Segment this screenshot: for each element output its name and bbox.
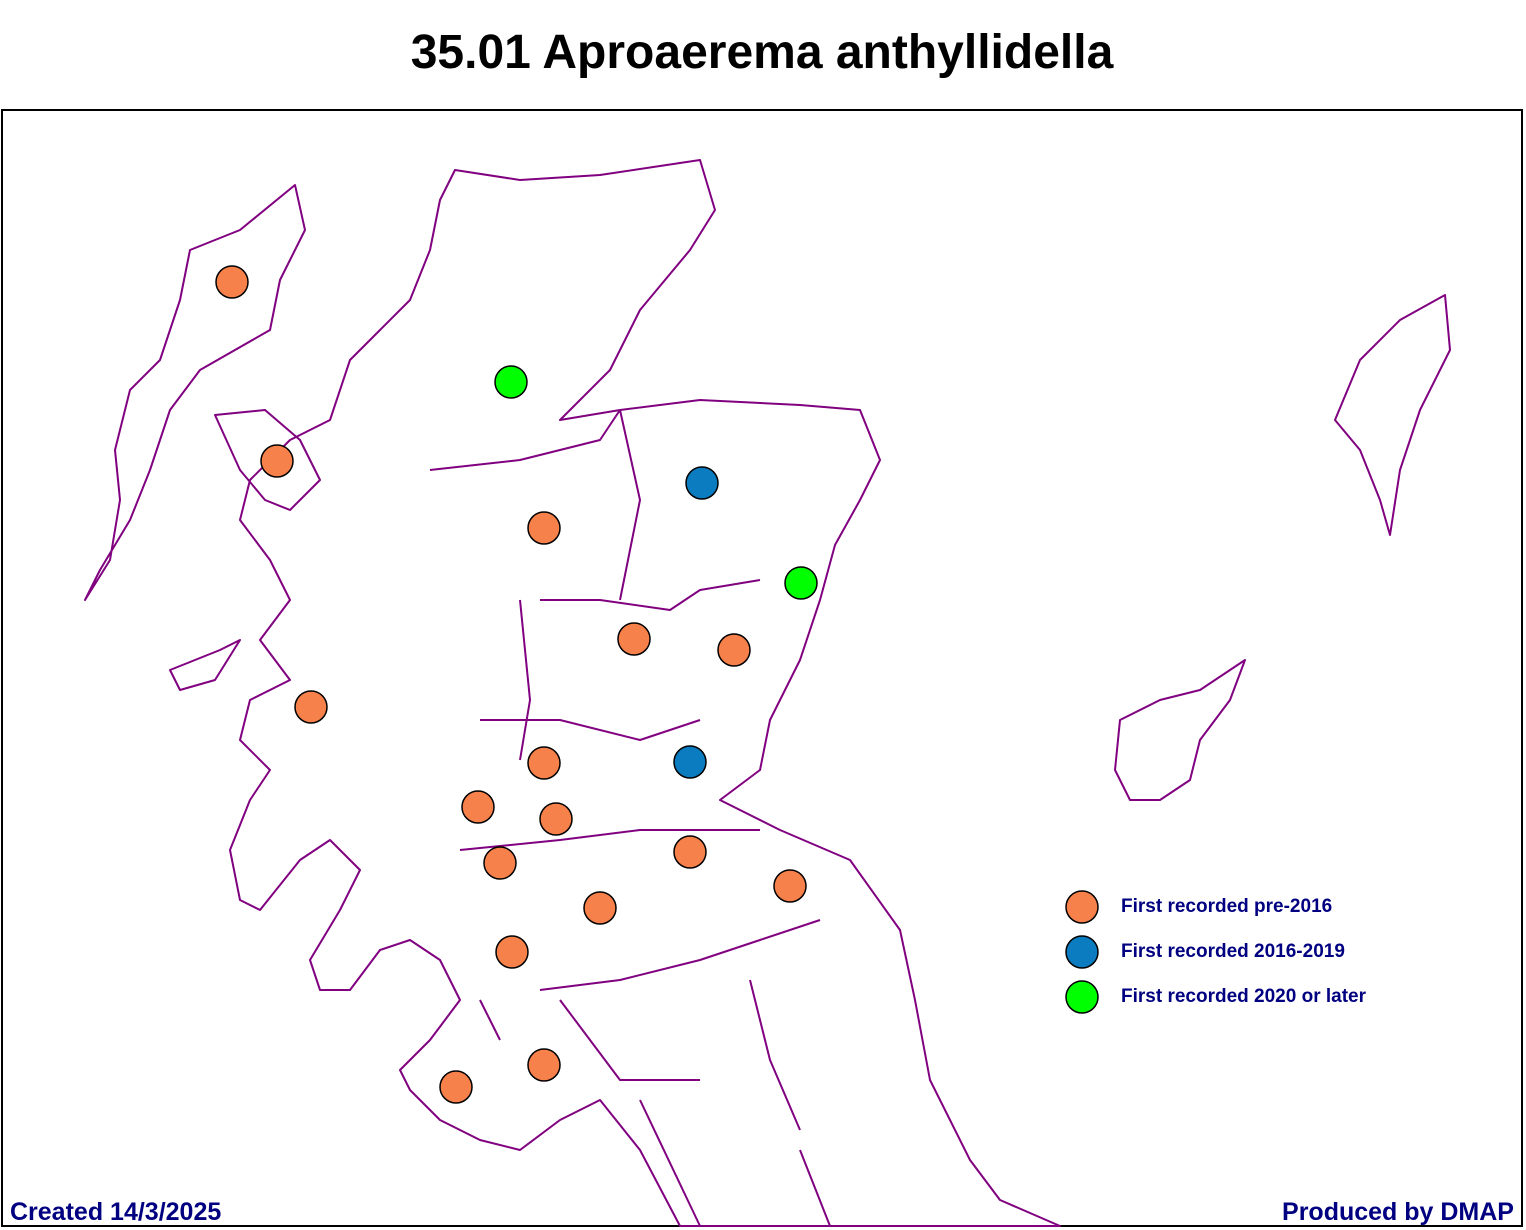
orkney	[1114, 659, 1246, 801]
record-dot	[439, 1070, 473, 1104]
legend-swatch	[1065, 980, 1099, 1014]
record-dot	[673, 835, 707, 869]
record-dot	[495, 935, 529, 969]
boundaries	[429, 409, 831, 1227]
shetland	[1334, 294, 1451, 536]
legend-swatch	[1065, 890, 1099, 924]
coastline	[84, 159, 1451, 1227]
mainland	[229, 159, 1061, 1227]
legend-label: First recorded 2020 or later	[1121, 986, 1367, 1007]
record-dot	[583, 891, 617, 925]
record-dot	[461, 790, 495, 824]
record-dot	[673, 745, 707, 779]
record-dot	[294, 690, 328, 724]
legend: First recorded pre-2016 First recorded 20…	[1065, 890, 1367, 1014]
outer-hebrides	[84, 184, 306, 601]
record-dot	[215, 265, 249, 299]
record-dot	[717, 633, 751, 667]
record-dot	[483, 846, 517, 880]
producer: Produced by DMAP	[1282, 1198, 1514, 1226]
record-dot	[685, 466, 719, 500]
record-dot	[784, 566, 818, 600]
record-dot	[773, 869, 807, 903]
legend-swatch	[1065, 935, 1099, 969]
record-dot	[494, 365, 528, 399]
record-dot	[539, 802, 573, 836]
record-dot	[617, 622, 651, 656]
map-title: 35.01 Aproaerema anthyllidella	[411, 26, 1114, 79]
skye	[214, 409, 321, 511]
legend-label: First recorded pre-2016	[1121, 896, 1332, 917]
records	[215, 265, 818, 1104]
record-dot	[527, 511, 561, 545]
record-dot	[260, 444, 294, 478]
mull	[169, 639, 241, 691]
legend-label: First recorded 2016-2019	[1121, 941, 1345, 962]
record-dot	[527, 1048, 561, 1082]
created-date: Created 14/3/2025	[10, 1198, 221, 1226]
record-dot	[527, 746, 561, 780]
